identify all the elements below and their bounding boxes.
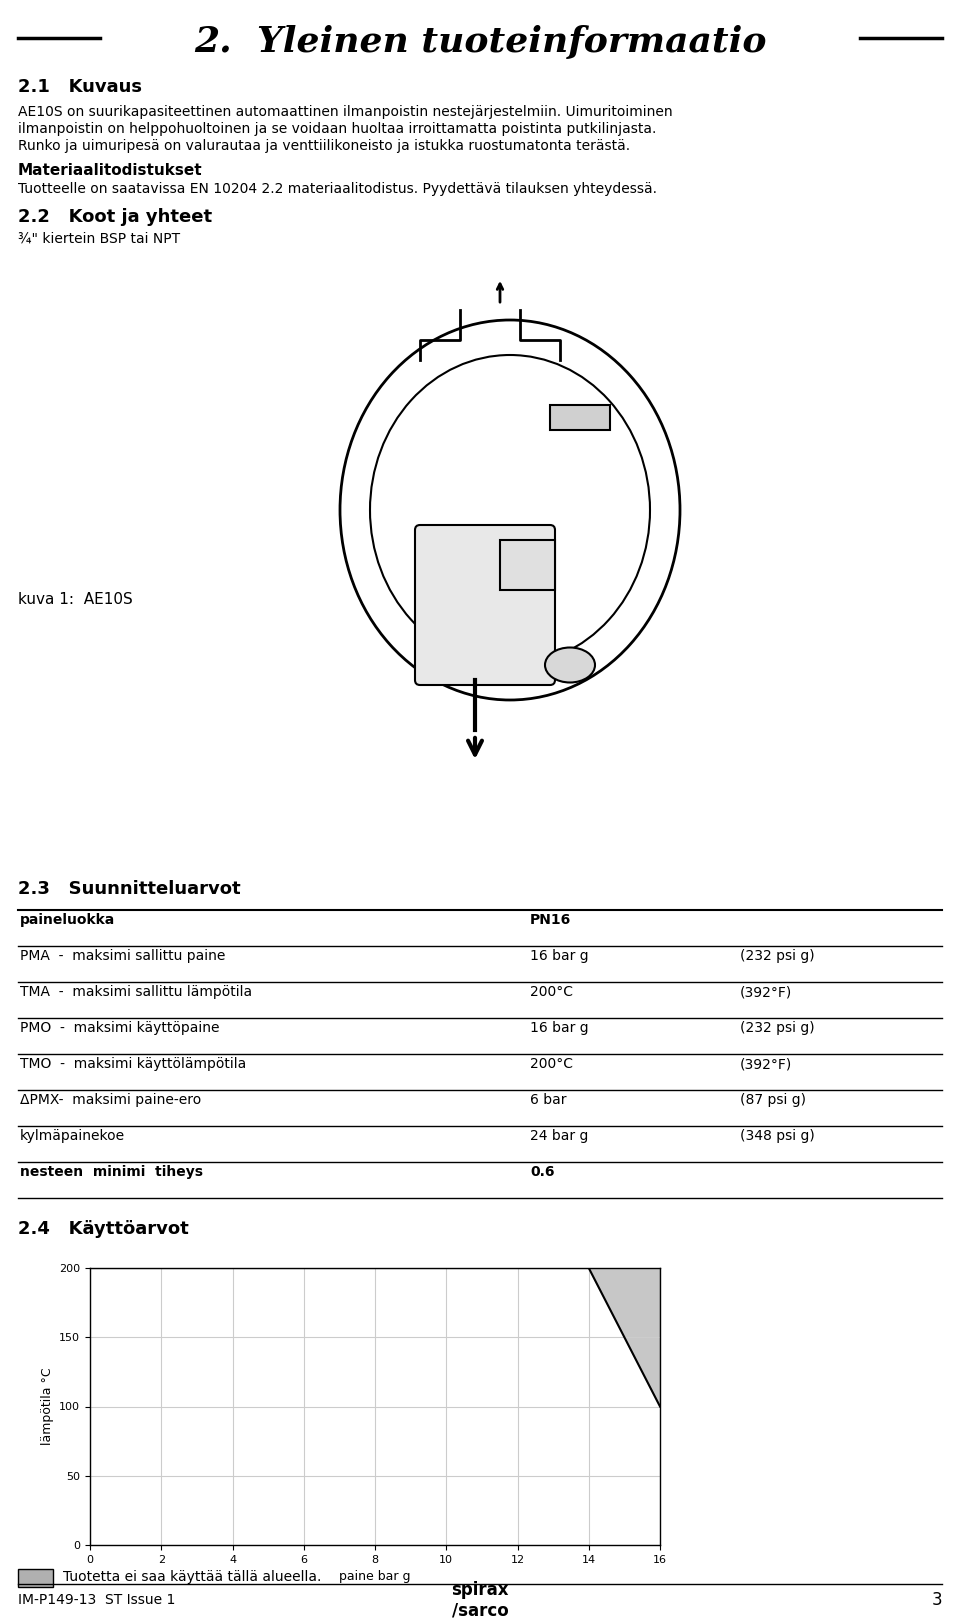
Text: 2.  Yleinen tuoteinformaatio: 2. Yleinen tuoteinformaatio bbox=[194, 24, 766, 58]
Text: Runko ja uimuripesä on valurautaa ja venttiilikoneisto ja istukka ruostumatonta : Runko ja uimuripesä on valurautaa ja ven… bbox=[18, 139, 630, 152]
Polygon shape bbox=[588, 1268, 660, 1406]
Text: Tuotetta ei saa käyttää tällä alueella.: Tuotetta ei saa käyttää tällä alueella. bbox=[63, 1570, 322, 1585]
Text: 6 bar: 6 bar bbox=[530, 1093, 566, 1106]
Bar bbox=[550, 406, 610, 430]
Text: 16 bar g: 16 bar g bbox=[530, 1020, 588, 1035]
Ellipse shape bbox=[545, 647, 595, 683]
Text: ilmanpoistin on helppohuoltoinen ja se voidaan huoltaa irroittamatta poistinta p: ilmanpoistin on helppohuoltoinen ja se v… bbox=[18, 122, 657, 136]
Text: 24 bar g: 24 bar g bbox=[530, 1129, 588, 1144]
Text: TMA  -  maksimi sallittu lämpötila: TMA - maksimi sallittu lämpötila bbox=[20, 985, 252, 999]
Text: spirax
/sarco: spirax /sarco bbox=[451, 1580, 509, 1619]
Text: PN16: PN16 bbox=[530, 913, 571, 928]
Text: PMA  -  maksimi sallittu paine: PMA - maksimi sallittu paine bbox=[20, 949, 226, 963]
Y-axis label: lämpötila °C: lämpötila °C bbox=[40, 1367, 54, 1445]
Text: 16 bar g: 16 bar g bbox=[530, 949, 588, 963]
Text: AE10S on suurikapasiteettinen automaattinen ilmanpoistin nestejärjestelmiin. Uim: AE10S on suurikapasiteettinen automaatti… bbox=[18, 105, 673, 118]
Bar bbox=[500, 540, 555, 590]
Text: TMO  -  maksimi käyttölämpötila: TMO - maksimi käyttölämpötila bbox=[20, 1058, 247, 1071]
Text: 2.2   Koot ja yhteet: 2.2 Koot ja yhteet bbox=[18, 208, 212, 225]
Text: 2.3   Suunnitteluarvot: 2.3 Suunnitteluarvot bbox=[18, 881, 241, 899]
Text: (232 psi g): (232 psi g) bbox=[740, 949, 815, 963]
Text: kuva 1:  AE10S: kuva 1: AE10S bbox=[18, 592, 132, 608]
Text: paineluokka: paineluokka bbox=[20, 913, 115, 928]
Bar bbox=[18, 1568, 53, 1586]
FancyBboxPatch shape bbox=[415, 526, 555, 684]
Text: 200°C: 200°C bbox=[530, 1058, 573, 1071]
Text: (392°F): (392°F) bbox=[740, 1058, 792, 1071]
Text: (392°F): (392°F) bbox=[740, 985, 792, 999]
Text: nesteen  minimi  tiheys: nesteen minimi tiheys bbox=[20, 1165, 203, 1179]
Text: Materiaalitodistukset: Materiaalitodistukset bbox=[18, 162, 203, 178]
Text: ΔPMX-  maksimi paine-ero: ΔPMX- maksimi paine-ero bbox=[20, 1093, 202, 1106]
Text: 3: 3 bbox=[931, 1591, 942, 1609]
Text: 2.4   Käyttöarvot: 2.4 Käyttöarvot bbox=[18, 1220, 189, 1238]
Text: ¾" kiertein BSP tai NPT: ¾" kiertein BSP tai NPT bbox=[18, 232, 180, 247]
Text: 200°C: 200°C bbox=[530, 985, 573, 999]
Text: 2.1   Kuvaus: 2.1 Kuvaus bbox=[18, 78, 142, 96]
Text: (87 psi g): (87 psi g) bbox=[740, 1093, 806, 1106]
Text: kylmäpainekoe: kylmäpainekoe bbox=[20, 1129, 125, 1144]
Text: (232 psi g): (232 psi g) bbox=[740, 1020, 815, 1035]
Text: IM-P149-13  ST Issue 1: IM-P149-13 ST Issue 1 bbox=[18, 1593, 176, 1607]
Text: PMO  -  maksimi käyttöpaine: PMO - maksimi käyttöpaine bbox=[20, 1020, 220, 1035]
Text: (348 psi g): (348 psi g) bbox=[740, 1129, 815, 1144]
Text: 0.6: 0.6 bbox=[530, 1165, 555, 1179]
Text: Tuotteelle on saatavissa EN 10204 2.2 materiaalitodistus. Pyydettävä tilauksen y: Tuotteelle on saatavissa EN 10204 2.2 ma… bbox=[18, 182, 657, 196]
X-axis label: paine bar g: paine bar g bbox=[339, 1570, 411, 1583]
